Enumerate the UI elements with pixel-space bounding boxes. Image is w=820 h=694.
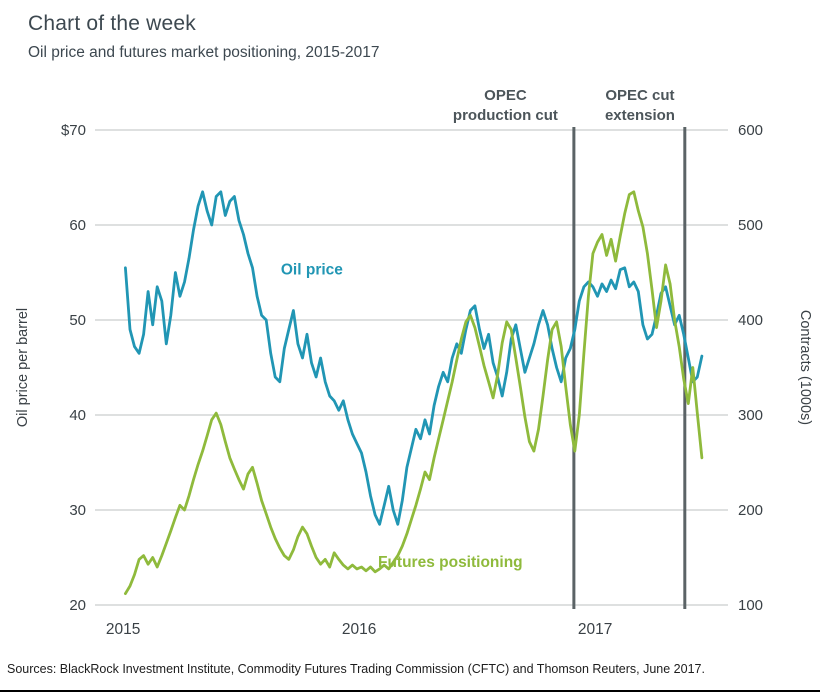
left-tick-label: 60: [69, 217, 86, 234]
sources-text: Sources: BlackRock Investment Institute,…: [7, 662, 705, 676]
chart-header: Chart of the week Oil price and futures …: [0, 0, 820, 62]
event-label: production cut: [453, 107, 558, 124]
right-tick-label: 200: [738, 502, 763, 519]
futures-positioning-line: [124, 190, 704, 595]
left-tick-label: 40: [69, 407, 86, 424]
oil-price-line: [124, 190, 704, 526]
left-axis-title: Oil price per barrel: [15, 308, 31, 427]
right-tick-label: 600: [738, 122, 763, 139]
bottom-rule: [0, 689, 820, 692]
event-label: OPEC cut: [605, 87, 674, 104]
left-tick-label: 50: [69, 312, 86, 329]
right-axis-title: Contracts (1000s): [797, 310, 813, 425]
event-label: OPEC: [484, 87, 527, 104]
series-label: Oil price: [281, 261, 343, 278]
right-tick-label: 300: [738, 407, 763, 424]
x-tick-label: 2016: [342, 621, 376, 638]
chart-area: $70 60 50 40 30 20 600 500 400 300 200 100 2015 2016 2…: [0, 78, 820, 653]
left-tick-label: 20: [69, 597, 86, 614]
x-tick-label: 2017: [578, 621, 612, 638]
chart-footer: Sources: BlackRock Investment Institute,…: [0, 653, 820, 694]
left-tick-label: 30: [69, 502, 86, 519]
event-label: extension: [605, 107, 675, 124]
series-label: Futures positioning: [378, 554, 523, 571]
chart-subtitle: Oil price and futures market positioning…: [28, 44, 380, 61]
right-tick-label: 500: [738, 217, 763, 234]
right-tick-label: 100: [738, 597, 763, 614]
page-title: Chart of the week: [28, 12, 196, 35]
right-tick-label: 400: [738, 312, 763, 329]
x-tick-label: 2015: [106, 621, 140, 638]
chart-svg: $70 60 50 40 30 20 600 500 400 300 200 100 2015 2016 2…: [15, 87, 813, 638]
left-tick-label: $70: [61, 122, 86, 139]
